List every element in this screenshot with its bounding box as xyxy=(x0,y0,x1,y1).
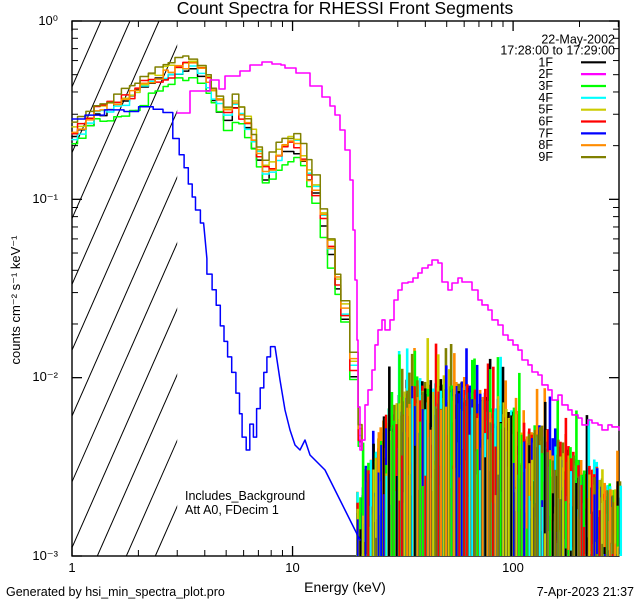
svg-text:Includes_Background: Includes_Background xyxy=(185,489,305,503)
svg-text:Count Spectra for RHESSI Front: Count Spectra for RHESSI Front Segments xyxy=(177,0,514,18)
svg-text:9F: 9F xyxy=(538,150,553,164)
svg-text:10⁰: 10⁰ xyxy=(38,13,58,28)
svg-text:17:28:00 to 17:29:00: 17:28:00 to 17:29:00 xyxy=(500,43,615,57)
svg-text:Att A0, FDecim 1: Att A0, FDecim 1 xyxy=(185,503,279,517)
svg-text:10⁻²: 10⁻² xyxy=(32,369,58,384)
svg-text:10⁻¹: 10⁻¹ xyxy=(32,191,58,206)
svg-text:1: 1 xyxy=(68,560,75,575)
svg-text:Generated by hsi_min_spectra_p: Generated by hsi_min_spectra_plot.pro xyxy=(6,585,225,599)
svg-text:Energy (keV): Energy (keV) xyxy=(304,579,386,595)
svg-text:10: 10 xyxy=(285,560,299,575)
svg-text:counts cm⁻² s⁻¹ keV⁻¹: counts cm⁻² s⁻¹ keV⁻¹ xyxy=(8,235,23,365)
svg-text:10⁻³: 10⁻³ xyxy=(32,548,58,563)
svg-text:100: 100 xyxy=(502,560,524,575)
svg-text:7-Apr-2023 21:37: 7-Apr-2023 21:37 xyxy=(537,585,634,599)
